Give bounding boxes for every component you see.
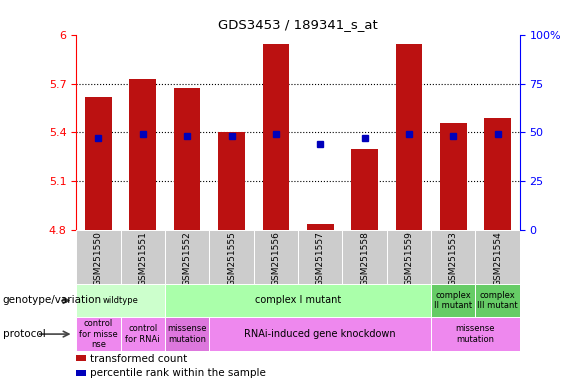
Bar [210, 230, 254, 284]
Bar [440, 123, 467, 230]
Text: control
for misse
nse: control for misse nse [79, 319, 118, 349]
Bar [307, 224, 333, 230]
Text: missense
mutation: missense mutation [456, 324, 495, 344]
Bar [76, 355, 86, 361]
Text: GSM251557: GSM251557 [316, 232, 325, 286]
Bar [121, 317, 165, 351]
Bar [218, 132, 245, 230]
Text: RNAi-induced gene knockdown: RNAi-induced gene knockdown [245, 329, 396, 339]
Bar [476, 230, 520, 284]
Text: GSM251552: GSM251552 [182, 232, 192, 286]
Bar [476, 284, 520, 317]
Text: wildtype: wildtype [103, 296, 138, 305]
Text: GSM251550: GSM251550 [94, 232, 103, 286]
Text: transformed count: transformed count [90, 354, 188, 364]
Bar [254, 230, 298, 284]
Bar [85, 97, 112, 230]
Bar [76, 230, 121, 284]
Text: missense
mutation: missense mutation [167, 324, 207, 344]
Text: GSM251555: GSM251555 [227, 232, 236, 286]
Text: percentile rank within the sample: percentile rank within the sample [90, 368, 266, 378]
Bar [298, 230, 342, 284]
Bar [165, 284, 431, 317]
Bar [342, 230, 387, 284]
Text: complex
III mutant: complex III mutant [477, 291, 518, 310]
Bar [165, 230, 210, 284]
Text: protocol: protocol [3, 329, 46, 339]
Bar [484, 118, 511, 230]
Text: complex
II mutant: complex II mutant [434, 291, 472, 310]
Bar [76, 369, 86, 376]
Text: control
for RNAi: control for RNAi [125, 324, 160, 344]
Text: GSM251554: GSM251554 [493, 232, 502, 286]
Bar [396, 44, 422, 230]
Bar [431, 230, 476, 284]
Text: GSM251556: GSM251556 [271, 232, 280, 286]
Bar [351, 149, 378, 230]
Bar [431, 284, 476, 317]
Text: GSM251559: GSM251559 [405, 232, 414, 286]
Text: genotype/variation: genotype/variation [3, 295, 102, 306]
Bar [431, 317, 520, 351]
Text: GSM251558: GSM251558 [360, 232, 369, 286]
Bar [121, 230, 165, 284]
Text: GSM251551: GSM251551 [138, 232, 147, 286]
Title: GDS3453 / 189341_s_at: GDS3453 / 189341_s_at [218, 18, 378, 31]
Bar [263, 44, 289, 230]
Text: GSM251553: GSM251553 [449, 232, 458, 286]
Text: complex I mutant: complex I mutant [255, 295, 341, 306]
Bar [76, 284, 165, 317]
Bar [387, 230, 431, 284]
Bar [76, 317, 121, 351]
Bar [210, 317, 431, 351]
Bar [165, 317, 210, 351]
Bar [174, 88, 201, 230]
Bar [129, 79, 156, 230]
